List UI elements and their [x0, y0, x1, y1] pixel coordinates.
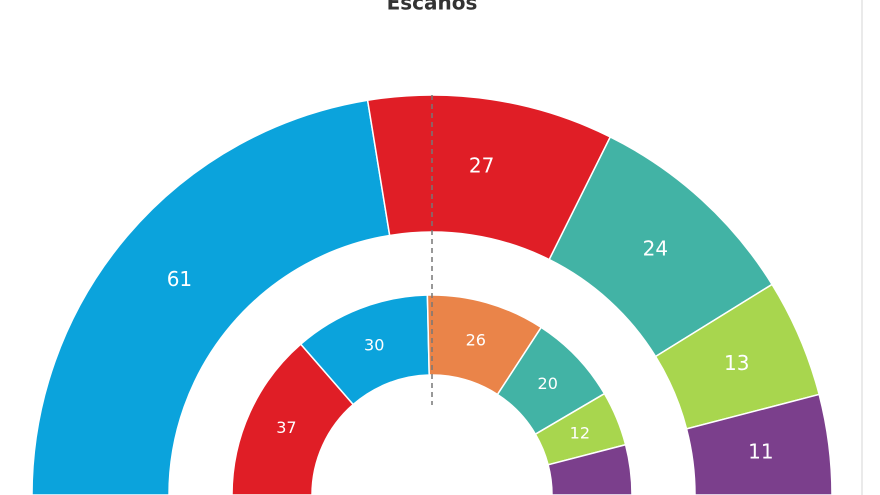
value-label: 20: [538, 374, 558, 393]
ring-segment: [685, 393, 833, 495]
value-label: 11: [748, 439, 773, 463]
value-label: 13: [724, 351, 749, 375]
value-label: 27: [469, 154, 494, 178]
chart-title: Escaños: [387, 0, 478, 15]
value-label: 26: [466, 331, 486, 350]
value-label: 24: [643, 237, 668, 261]
ring-segment: [31, 99, 391, 495]
value-label: 12: [570, 423, 590, 442]
value-label: 37: [276, 418, 296, 437]
value-label: 30: [364, 335, 384, 354]
value-label: 61: [167, 267, 192, 291]
ring-segment: [547, 443, 633, 495]
